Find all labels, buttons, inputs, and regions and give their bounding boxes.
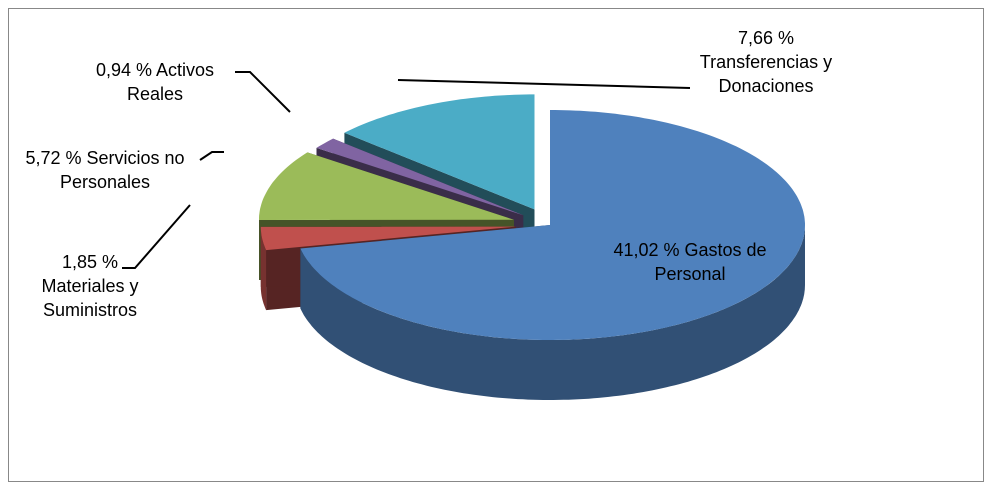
leader-line	[397, 79, 691, 89]
slice	[260, 226, 516, 251]
category-label: Transferencias y Donaciones	[699, 52, 833, 96]
data-label: 1,85 % Materiales y Suministros	[20, 250, 160, 322]
value-label: 0,94 %	[95, 60, 152, 80]
data-label: 41,02 % Gastos de Personal	[590, 238, 790, 286]
slice	[316, 138, 524, 216]
data-label: 7,66 % Transferencias y Donaciones	[681, 26, 851, 98]
leader-line	[122, 204, 191, 269]
value-label: 7,66 %	[737, 28, 795, 48]
slice-wall	[260, 226, 267, 311]
leader-line	[235, 71, 291, 113]
category-label: Servicios no Personales	[59, 148, 185, 192]
slice	[344, 94, 535, 210]
data-label: 5,72 % Servicios no Personales	[25, 146, 185, 194]
slice-wall	[300, 225, 805, 400]
data-label: 0,94 % Activos Reales	[70, 58, 240, 106]
leader-line	[199, 151, 224, 161]
slice	[300, 110, 805, 340]
value-label: 41,02 %	[613, 240, 685, 260]
category-label: Materiales y Suministros	[41, 276, 139, 320]
category-label: Activos Reales	[126, 60, 215, 104]
chart-frame	[8, 8, 984, 482]
category-label: Gastos de Personal	[654, 240, 767, 284]
value-label: 1,85 %	[61, 252, 119, 272]
value-label: 5,72 %	[25, 148, 82, 168]
slice	[259, 152, 514, 220]
